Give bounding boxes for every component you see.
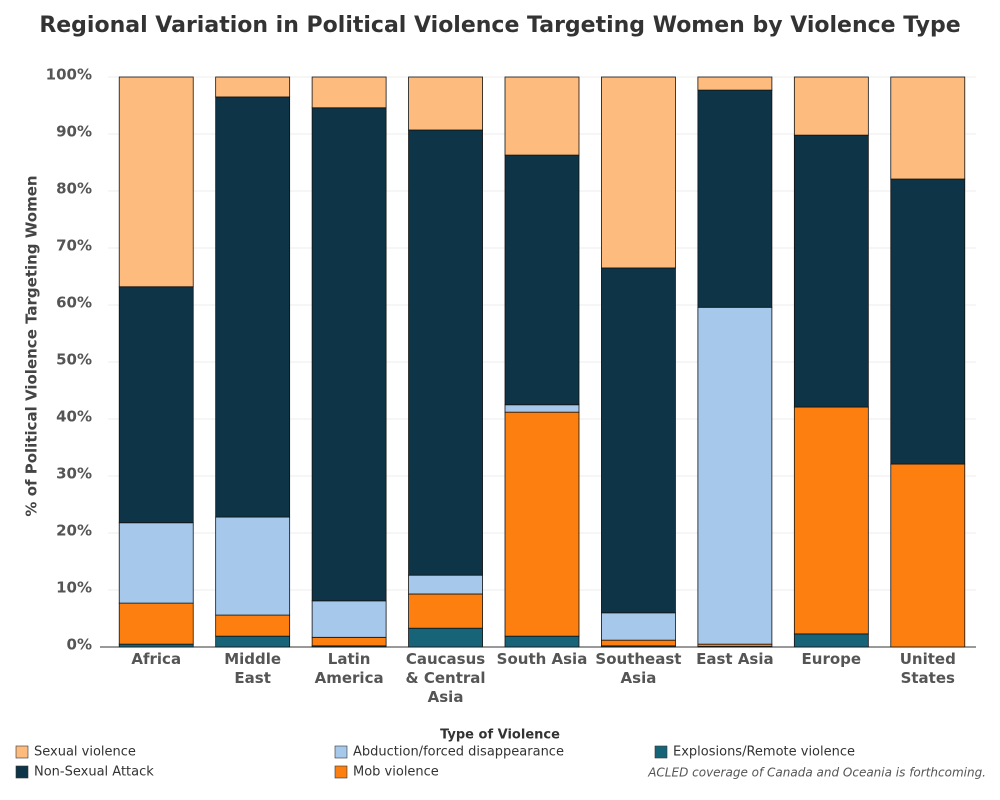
- bar-segment: [890, 463, 966, 648]
- bar-segment: [215, 614, 291, 637]
- bar-segment: [118, 522, 194, 604]
- bar-segment: [215, 96, 291, 518]
- bar-segment: [793, 134, 869, 408]
- bar-segment: [215, 516, 291, 616]
- bar-segment: [601, 267, 676, 614]
- y-tick-label: 20%: [56, 522, 92, 540]
- chart-title: Regional Variation in Political Violence…: [39, 13, 960, 38]
- bar-segment: [601, 76, 676, 269]
- y-tick-label: 50%: [56, 351, 92, 369]
- bar-segment: [118, 76, 194, 288]
- bar-segment: [504, 411, 580, 637]
- bar-segment: [311, 600, 387, 638]
- bar-segment: [504, 154, 580, 406]
- bar-segment: [793, 76, 869, 136]
- y-tick-label: 90%: [56, 123, 92, 141]
- bar-segment: [118, 286, 194, 524]
- y-tick-label: 40%: [56, 408, 92, 426]
- bar-segment: [215, 635, 291, 648]
- bar-segment: [890, 178, 966, 465]
- bar-segment: [311, 107, 387, 602]
- legend-swatch: [334, 745, 348, 759]
- bar-segment: [504, 76, 580, 156]
- legend-swatch: [654, 745, 668, 759]
- x-tick-label: Middle East: [224, 650, 282, 687]
- bar-segment: [697, 306, 773, 645]
- bar-segment: [793, 406, 869, 635]
- x-tick-label: Africa: [131, 650, 182, 668]
- bar-segment: [311, 76, 387, 109]
- bar-segment: [311, 636, 387, 647]
- bar-segment: [408, 593, 483, 629]
- x-tick-label: United States: [899, 650, 956, 687]
- note: ACLED coverage of Canada and Oceania is …: [647, 766, 986, 780]
- bar-segment: [793, 633, 869, 648]
- bar-segment: [601, 639, 676, 647]
- bar-segment: [408, 627, 483, 648]
- legend-swatch: [15, 745, 29, 759]
- y-tick-label: 30%: [56, 465, 92, 483]
- y-tick-label: 60%: [56, 294, 92, 312]
- y-tick-label: 80%: [56, 180, 92, 198]
- bar-segment: [697, 76, 773, 91]
- bar-segment: [601, 612, 676, 641]
- y-tick-label: 10%: [56, 579, 92, 597]
- bar-segment: [118, 643, 194, 648]
- bar-segment: [215, 76, 291, 98]
- bar-segment: [504, 635, 580, 648]
- legend-label: Explosions/Remote violence: [673, 745, 855, 760]
- x-tick-label: South Asia: [496, 650, 588, 668]
- legend-label: Sexual violence: [34, 745, 136, 760]
- x-tick-label: Latin America: [314, 650, 384, 687]
- x-tick-label: East Asia: [696, 650, 774, 668]
- y-tick-label: 70%: [56, 237, 92, 255]
- legend-label: Abduction/forced disappearance: [353, 745, 564, 760]
- bar-segment: [697, 89, 773, 308]
- bar-segment: [408, 129, 483, 576]
- x-tick-label: Caucasus & Central Asia: [405, 650, 486, 706]
- y-tick-label: 100%: [46, 66, 92, 84]
- legend-label: Mob violence: [353, 765, 439, 780]
- bar-segment: [890, 76, 966, 180]
- bar-segment: [408, 76, 483, 131]
- legend-title: Type of Violence: [440, 728, 560, 743]
- legend-swatch: [15, 765, 29, 779]
- legend-label: Non-Sexual Attack: [34, 765, 154, 780]
- bar-segment: [118, 602, 194, 645]
- bar-segment: [504, 404, 580, 413]
- bar-segment: [408, 574, 483, 595]
- x-tick-label: Southeast Asia: [595, 650, 682, 687]
- y-axis-label: % of Political Violence Targeting Women: [23, 175, 41, 516]
- legend-swatch: [334, 765, 348, 779]
- y-tick-label: 0%: [67, 636, 92, 654]
- x-tick-label: Europe: [801, 650, 862, 668]
